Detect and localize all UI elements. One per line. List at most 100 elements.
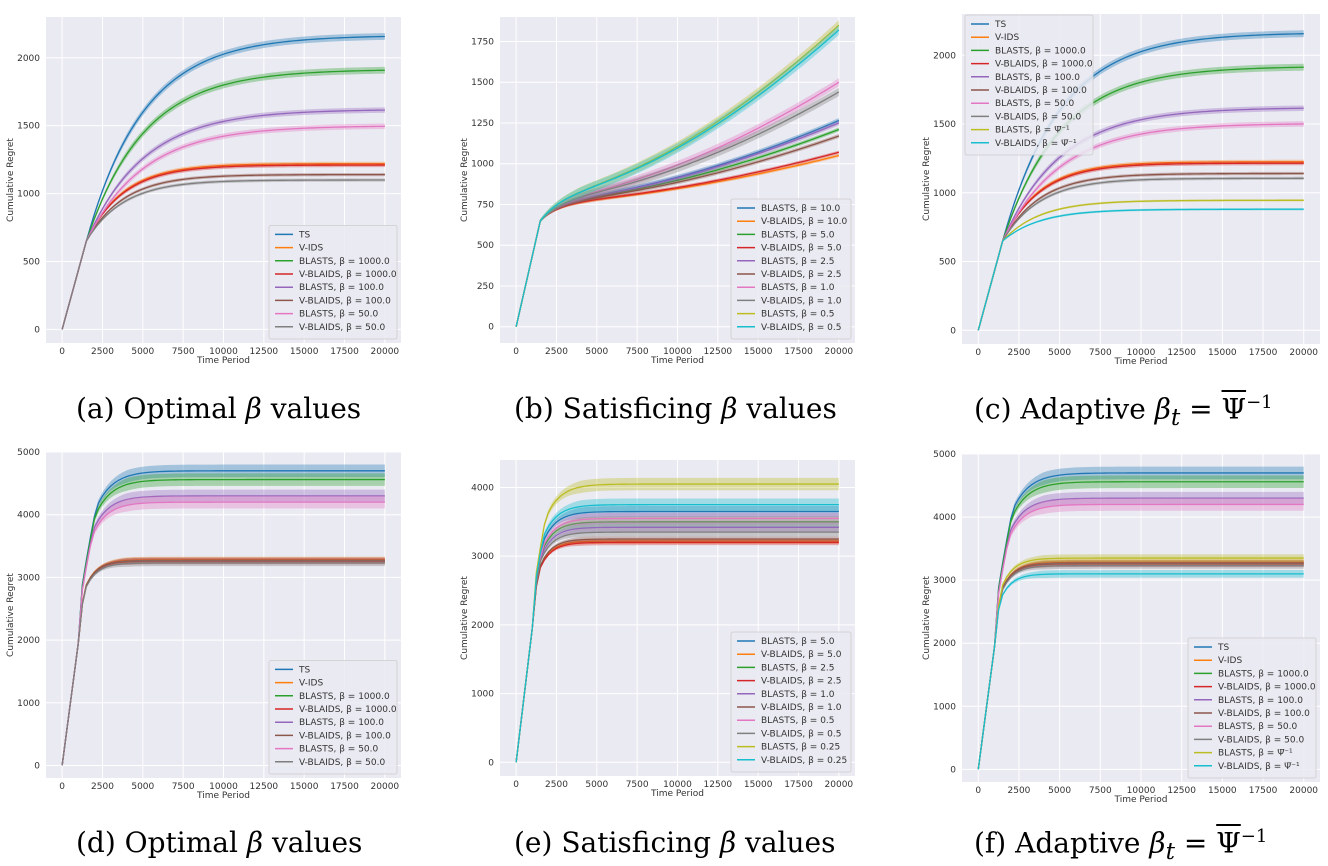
y-axis-label: Cumulative Regret — [6, 138, 16, 222]
legend-label: BLASTS, β = 1000.0 — [299, 257, 390, 267]
x-tick-label: 17500 — [330, 347, 359, 357]
x-tick-label: 2500 — [91, 782, 114, 792]
series-line — [977, 107, 1304, 331]
y-tick-label: 1500 — [17, 122, 40, 132]
series-line — [977, 162, 1304, 331]
x-axis-label: Time Period — [650, 356, 704, 366]
legend-label: V-BLAIDS, β = 100.0 — [299, 296, 391, 306]
x-tick-label: 12500 — [704, 347, 733, 357]
legend-label: BLASTS, β = Ψ̅⁻¹ — [995, 126, 1070, 136]
x-tick-label: 5000 — [131, 782, 154, 792]
series-line — [977, 497, 1304, 770]
caption-b-symbol: β — [721, 392, 738, 425]
series-line — [515, 151, 840, 327]
y-tick-label: 0 — [488, 323, 494, 333]
legend-label: TS — [994, 20, 1006, 30]
legend-label: V-BLAIDS, β = 2.5 — [761, 677, 841, 687]
series-band — [516, 498, 839, 763]
y-tick-label: 1000 — [933, 189, 956, 199]
x-tick-label: 15000 — [1208, 786, 1237, 796]
chart-c-svg: 0 2500 5000 7500 10000 12500 15000 17500 20000 0 5… — [922, 14, 1320, 367]
x-tick-label: 12500 — [250, 347, 279, 357]
series-line — [515, 538, 839, 763]
x-axis-label: Time Period — [650, 789, 704, 799]
y-tick-label: 0 — [34, 325, 40, 335]
y-tick-label: 3000 — [933, 576, 956, 586]
x-tick-label: 20000 — [371, 347, 400, 357]
series-line — [515, 91, 840, 327]
y-tick-label: 2000 — [933, 51, 956, 61]
x-axis-label: Time Period — [196, 356, 250, 366]
x-tick-label: 10000 — [1127, 786, 1156, 796]
series-line — [977, 557, 1304, 770]
chart-a: 0 2500 5000 7500 10000 12500 15000 17500 20000 0 5… — [0, 0, 410, 368]
y-axis-label: Cumulative Regret — [6, 573, 16, 657]
series-line — [515, 510, 839, 763]
legend-label: BLASTS, β = 50.0 — [299, 310, 379, 320]
caption-c-sub: t — [1170, 402, 1181, 431]
chart-b: 0 2500 5000 7500 10000 12500 15000 17500 20000 0 2… — [455, 0, 865, 368]
legend-label: V-BLAIDS, β = 50.0 — [995, 112, 1081, 122]
legend-label: BLASTS, β = Ψ̅⁻¹ — [1218, 749, 1293, 759]
caption-d-prefix: (d) Optimal — [76, 826, 247, 859]
x-tick-label: 12500 — [1167, 786, 1196, 796]
x-tick-label: 17500 — [1249, 786, 1278, 796]
x-tick-label: 2500 — [545, 780, 568, 790]
legend-label: V-BLAIDS, β = 0.25 — [761, 756, 847, 766]
caption-b: (b) Satisficing β values — [514, 392, 837, 425]
series-band — [516, 25, 839, 327]
caption-d-symbol: β — [246, 826, 264, 859]
caption-f-sub: t — [1165, 836, 1175, 865]
legend-label: V-IDS — [299, 679, 323, 689]
y-tick-label: 1500 — [471, 78, 494, 88]
series-line — [61, 559, 385, 766]
series-line — [515, 135, 840, 327]
series-band — [516, 20, 839, 327]
caption-a-suffix: values — [261, 392, 362, 425]
chart-c: 0 2500 5000 7500 10000 12500 15000 17500 20000 0 5… — [918, 0, 1328, 368]
legend-box — [268, 224, 398, 340]
chart-a-svg: 0 2500 5000 7500 10000 12500 15000 17500 20000 0 5… — [6, 17, 401, 366]
x-tick-label: 12500 — [250, 782, 279, 792]
legend-label: BLASTS, β = 1000.0 — [995, 46, 1086, 56]
y-tick-label: 3000 — [17, 573, 40, 583]
x-tick-label: 0 — [59, 782, 65, 792]
legend-label: BLASTS, β = 50.0 — [299, 745, 379, 755]
legend-label: BLASTS, β = 0.5 — [761, 716, 835, 726]
y-tick-label: 4000 — [933, 513, 956, 523]
x-tick-label: 5000 — [1048, 786, 1071, 796]
legend-label: V-BLAIDS, β = 100.0 — [299, 731, 391, 741]
legend-label: BLASTS, β = 100.0 — [299, 718, 384, 728]
series-line — [977, 123, 1304, 331]
x-axis-label: Time Period — [1114, 357, 1168, 367]
series-line — [515, 521, 839, 763]
legend-label: BLASTS, β = 0.5 — [761, 310, 835, 320]
legend-label: V-BLAIDS, β = 0.5 — [761, 323, 841, 333]
x-tick-label: 17500 — [784, 780, 813, 790]
legend-label: BLASTS, β = 1.0 — [761, 283, 835, 293]
series-line — [977, 177, 1304, 331]
x-tick-label: 5000 — [1048, 348, 1071, 358]
x-tick-label: 17500 — [784, 347, 813, 357]
y-tick-label: 1000 — [471, 690, 494, 700]
legend-label: V-BLAIDS, β = 1000.0 — [299, 705, 397, 715]
y-tick-label: 250 — [477, 282, 494, 292]
series-line — [977, 199, 1304, 331]
legend-label: V-BLAIDS, β = 5.0 — [761, 650, 842, 660]
legend-box — [268, 659, 398, 775]
caption-f-prefix: (f) Adaptive — [974, 826, 1150, 860]
series-line — [977, 573, 1304, 770]
y-tick-label: 0 — [950, 765, 956, 775]
series-line — [977, 208, 1304, 331]
x-tick-label: 0 — [975, 786, 981, 796]
y-tick-label: 1000 — [17, 190, 40, 200]
x-tick-label: 7500 — [172, 347, 195, 357]
y-tick-label: 1000 — [471, 160, 494, 170]
legend-label: TS — [298, 665, 310, 675]
caption-a-prefix: (a) Optimal — [76, 392, 246, 425]
chart-e: 0 2500 5000 7500 10000 12500 15000 17500 20000 0 1… — [455, 440, 865, 802]
y-tick-label: 2000 — [933, 639, 956, 649]
y-axis-label: Cumulative Regret — [922, 137, 932, 221]
y-tick-label: 1750 — [471, 37, 494, 47]
series-band — [516, 78, 839, 327]
